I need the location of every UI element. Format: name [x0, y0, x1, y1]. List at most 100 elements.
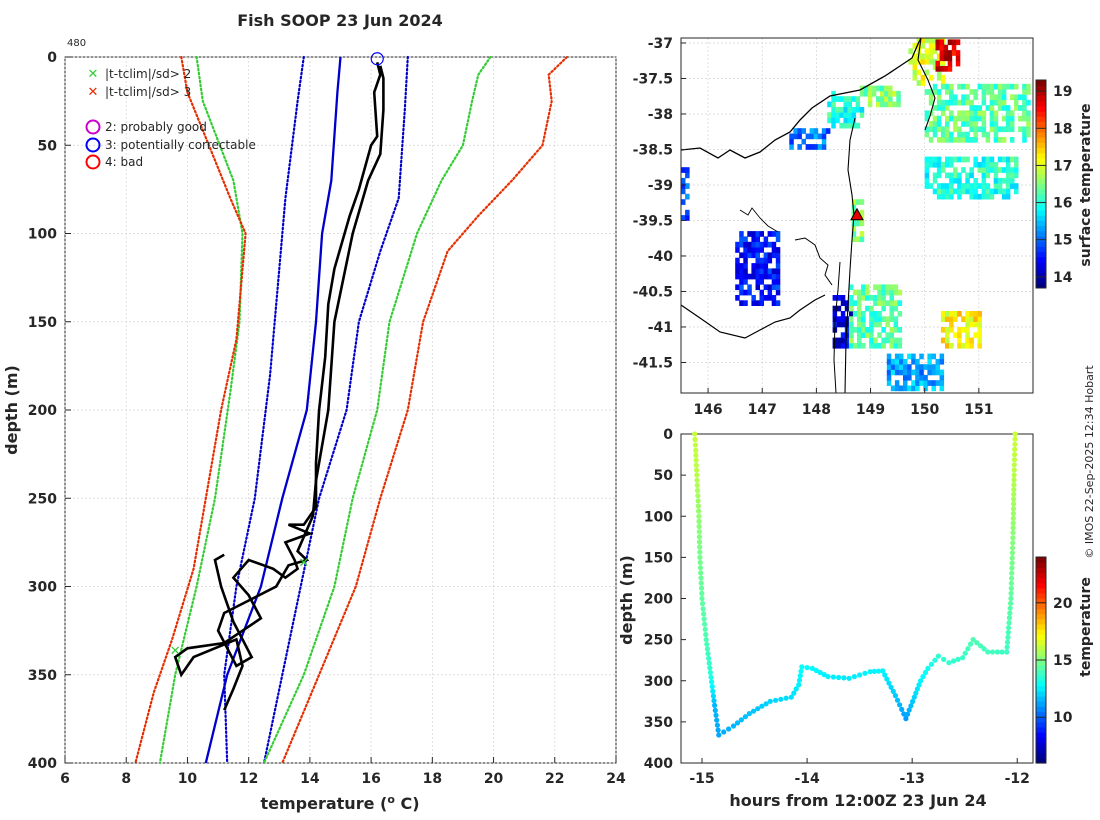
timedepth-colorbar-segment [1036, 685, 1046, 692]
map-sst-cell [869, 321, 874, 328]
map-sst-cell [739, 268, 744, 275]
map-ytick-label: -41 [648, 320, 673, 336]
map-sst-cell [1014, 172, 1019, 179]
map-sst-cell [767, 284, 773, 291]
map-sst-cell [981, 161, 987, 168]
map-sst-cell [977, 193, 982, 200]
map-sst-cell [877, 311, 882, 317]
map-sst-cell [857, 342, 862, 349]
map-sst-cell [759, 241, 764, 248]
map-sst-cell [977, 321, 982, 328]
map-sst-cell [928, 161, 934, 168]
timedepth-point [694, 472, 700, 478]
map-sst-cell [949, 188, 954, 195]
timedepth-point [710, 693, 717, 699]
map-sst-cell [886, 358, 892, 365]
profile-ytick-label: 250 [28, 491, 57, 507]
map-sst-cell [940, 311, 946, 317]
map-sst-cell [801, 138, 806, 145]
map-sst-cell [892, 101, 897, 108]
map-sst-cell [840, 342, 846, 349]
map-sst-cell [848, 284, 854, 291]
map-sst-cell [985, 183, 991, 189]
timedepth-point [999, 649, 1005, 655]
map-sst-cell [861, 295, 866, 301]
map-sst-cell [843, 106, 848, 113]
map-sst-cell [840, 337, 846, 344]
map-sst-cell [1001, 105, 1007, 111]
map-sst-cell [1022, 89, 1027, 95]
map-sst-cell [1014, 183, 1019, 189]
timedepth-point [701, 611, 707, 617]
map-sst-cell [1026, 121, 1031, 127]
map-sst-cell [924, 167, 930, 173]
map-sst-cell [1010, 121, 1015, 127]
map-sst-cell [993, 121, 999, 127]
map-sst-cell [949, 156, 954, 163]
timedepth-point [830, 674, 837, 680]
map-sst-cell [989, 121, 995, 127]
map-sst-cell [755, 257, 760, 264]
map-sst-cell [993, 188, 999, 195]
map-colorbar-segment [1036, 163, 1046, 169]
map-sst-cell [961, 327, 966, 333]
timedepth-point [913, 690, 919, 696]
map-sst-cell [961, 83, 966, 90]
map-sst-cell [981, 131, 987, 138]
timedepth-point [708, 674, 714, 680]
map-sst-cell [755, 284, 760, 291]
map-sst-cell [955, 60, 961, 67]
map-sst-cell [889, 342, 894, 349]
timedepth-point [755, 706, 761, 712]
map-sst-cell [755, 279, 760, 285]
timedepth-points [692, 431, 1018, 738]
map-sst-cell [985, 161, 991, 168]
map-sst-cell [755, 300, 760, 306]
map-sst-cell [852, 300, 858, 306]
timedepth-point [922, 669, 929, 676]
map-sst-cell [973, 321, 978, 328]
timedepth-point [903, 716, 909, 722]
map-sst-cell [903, 364, 908, 370]
map-sst-cell [873, 284, 878, 291]
map-sst-cell [965, 110, 970, 117]
map-sst-cell [997, 167, 1003, 173]
profile-series-mean-3sd [134, 55, 247, 765]
timedepth-point [906, 707, 912, 713]
map-sst-cell [1001, 167, 1007, 173]
map-sst-cell [755, 263, 760, 269]
map-colorbar-segment [1036, 256, 1046, 263]
profile-series-mean-2sd [158, 55, 244, 765]
map-sst-cell [1014, 188, 1019, 195]
timedepth-point [697, 554, 703, 561]
timedepth-point [1011, 467, 1017, 473]
map-colorbar-segment [1036, 210, 1046, 216]
map-sst-cell [896, 96, 901, 102]
map-sst-cell [935, 380, 940, 386]
map-sst-cell [993, 172, 999, 179]
timedepth-point [1009, 550, 1016, 556]
map-sst-cell [857, 327, 862, 333]
map-sst-cell [949, 99, 954, 106]
map-sst-cell [869, 337, 874, 344]
map-sst-cell [751, 268, 756, 275]
timedepth-colorbar-segment [1036, 706, 1046, 713]
map-sst-cell [949, 137, 954, 143]
map-sst-cell [916, 80, 922, 86]
map-sst-cell [935, 39, 940, 46]
map-sst-cell [825, 128, 831, 134]
map-sst-cell [889, 327, 894, 333]
map-sst-cell [681, 183, 686, 189]
map-colorbar-segment [1036, 90, 1046, 97]
map-sst-cell [977, 337, 982, 344]
map-sst-cell [851, 112, 857, 118]
map-sst-cell [928, 156, 934, 163]
map-colorbar-segment [1036, 230, 1046, 237]
timedepth-point [955, 656, 961, 663]
map-sst-cell [936, 121, 942, 127]
map-sst-cell [903, 374, 908, 381]
map-sst-cell [840, 332, 846, 338]
map-sst-cell [949, 177, 954, 184]
legend-quality-3: 3: potentially correctable [105, 138, 256, 152]
timedepth-point [809, 665, 815, 672]
